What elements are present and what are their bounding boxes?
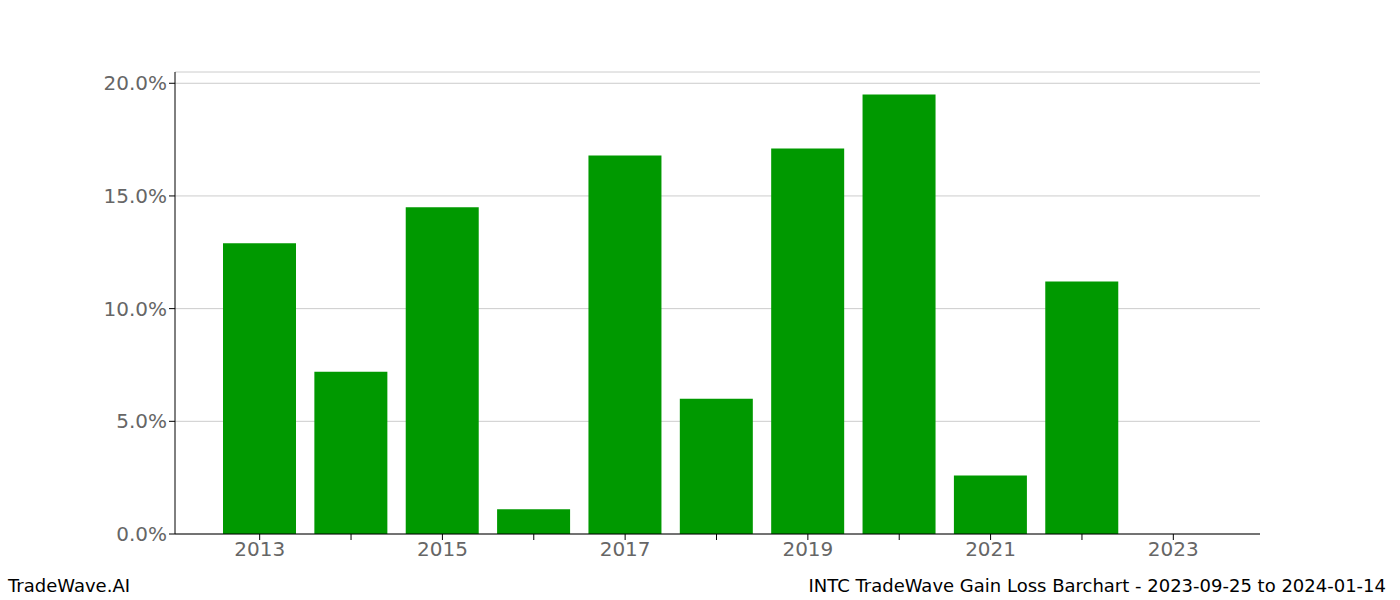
svg-text:2015: 2015: [417, 537, 468, 561]
svg-text:10.0%: 10.0%: [103, 297, 167, 321]
svg-text:2017: 2017: [600, 537, 651, 561]
svg-text:15.0%: 15.0%: [103, 184, 167, 208]
svg-text:5.0%: 5.0%: [116, 409, 167, 433]
html-text:INTC TradeWave Gain Loss Barch: INTC TradeWave Gain Loss Barchart - 2023…: [808, 575, 1386, 596]
svg-text:2013: 2013: [234, 537, 285, 561]
html-text:TradeWave.AI: TradeWave.AI: [8, 575, 130, 596]
svg-text:2023: 2023: [1148, 537, 1199, 561]
svg-text:2021: 2021: [965, 537, 1016, 561]
svg-text:20.0%: 20.0%: [103, 71, 167, 95]
svg-text:2019: 2019: [782, 537, 833, 561]
svg-text:0.0%: 0.0%: [116, 522, 167, 546]
